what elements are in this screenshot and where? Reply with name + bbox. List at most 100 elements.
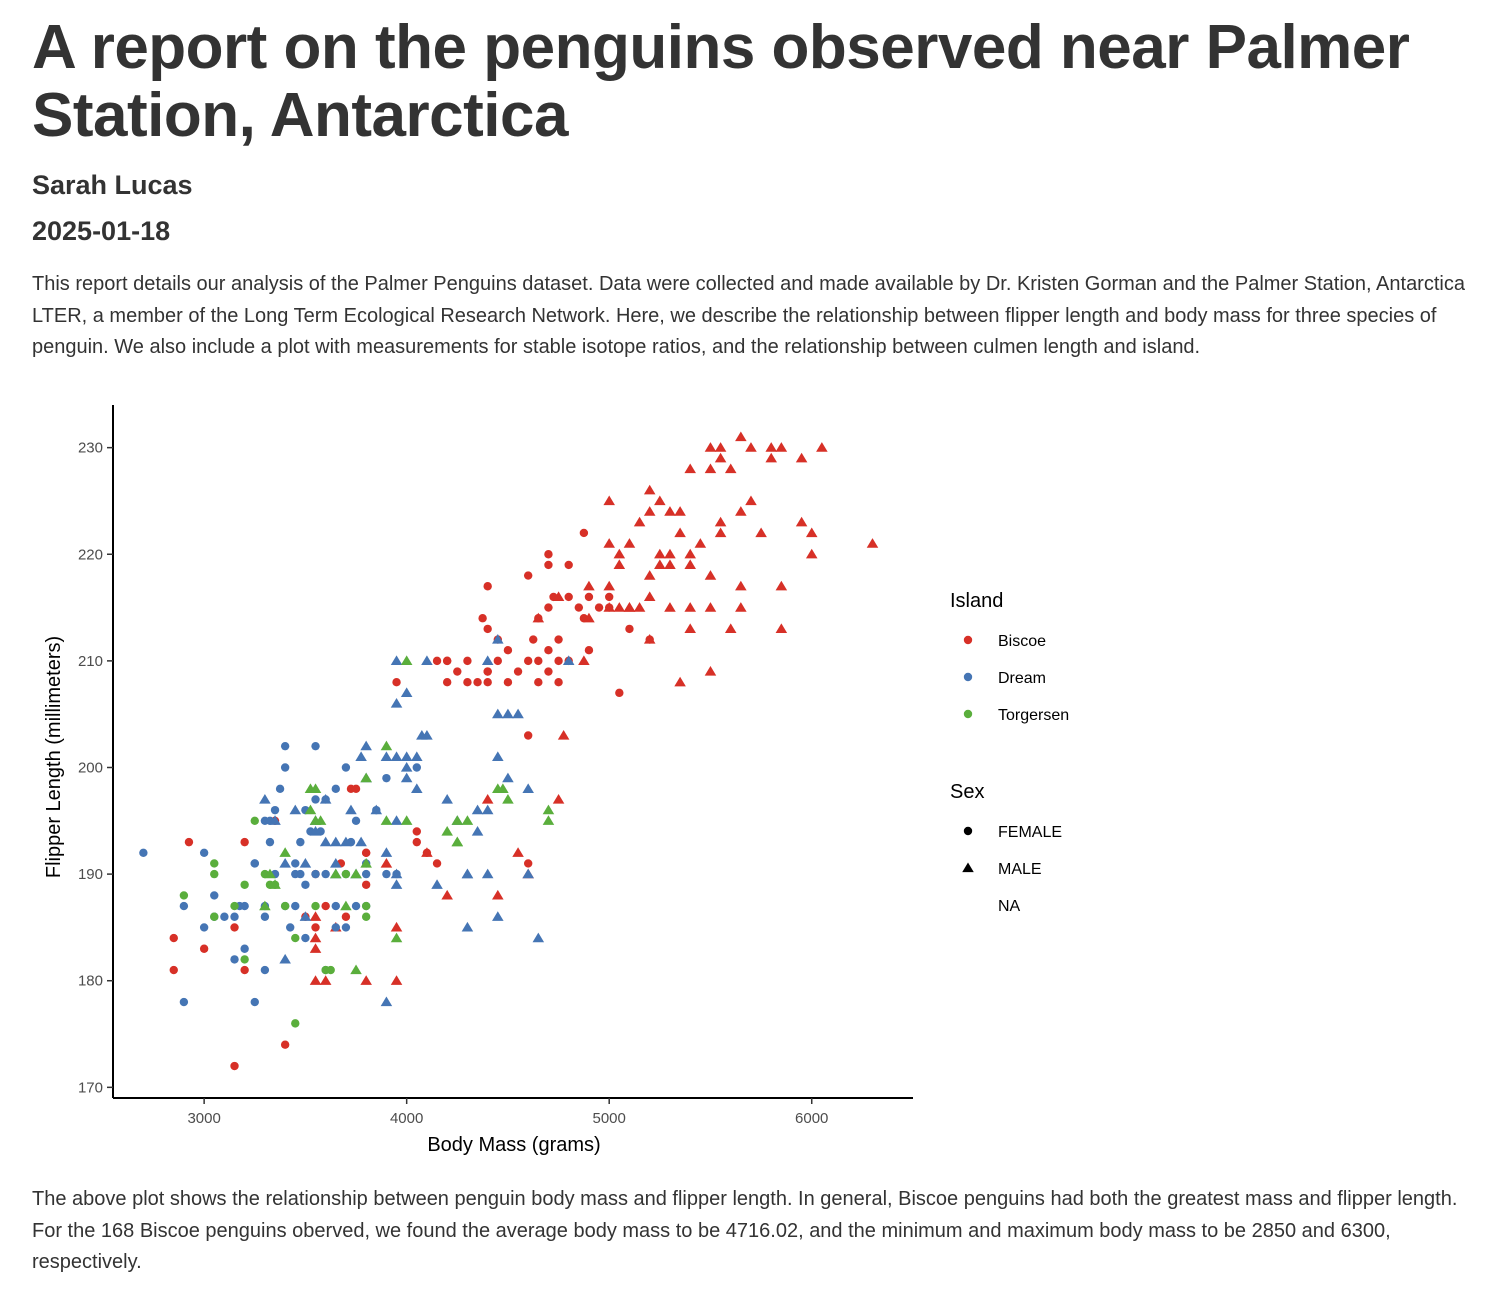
point-dream-female [341, 923, 351, 932]
point-biscoe-male [765, 452, 778, 463]
point-biscoe-female [432, 859, 442, 868]
point-biscoe-male [319, 975, 332, 985]
point-biscoe-male [704, 666, 717, 676]
point-dream-male [299, 857, 312, 868]
intro-paragraph: This report details our analysis of the … [32, 273, 1465, 358]
point-biscoe-female [523, 571, 533, 580]
point-biscoe-female [544, 560, 553, 570]
point-dream-male [461, 921, 474, 932]
point-torgersen-male [264, 868, 276, 879]
point-biscoe-female [321, 901, 330, 911]
point-torgersen-male [330, 868, 342, 879]
legend-label: Dream [998, 670, 1046, 687]
point-biscoe-male [775, 580, 788, 591]
point-biscoe-female [534, 656, 543, 666]
point-torgersen-male [350, 964, 362, 975]
point-biscoe-male [704, 602, 717, 612]
point-biscoe-male [684, 602, 696, 612]
point-dream-male [562, 655, 575, 666]
point-biscoe-male [309, 911, 322, 921]
point-biscoe-female [564, 592, 573, 602]
point-dream-female [311, 795, 320, 804]
point-torgersen-male [360, 772, 372, 783]
point-biscoe-female [478, 614, 487, 623]
point-dream-female [210, 891, 219, 900]
point-biscoe-male [643, 591, 656, 602]
point-biscoe-female [574, 603, 584, 612]
point-biscoe-male [421, 847, 433, 857]
point-biscoe-female [493, 656, 503, 666]
point-dream-male [279, 953, 291, 964]
point-dream-male [400, 751, 413, 761]
legend-key-torgersen [963, 709, 973, 719]
point-biscoe-male [704, 463, 717, 474]
point-biscoe-male [643, 484, 656, 495]
point-dream-male [441, 793, 453, 804]
point-biscoe-male [623, 602, 636, 612]
point-dream-male [492, 708, 504, 719]
point-biscoe-female [169, 933, 178, 943]
point-biscoe-female [625, 624, 634, 634]
point-biscoe-male [724, 623, 737, 634]
point-dream-male [512, 708, 524, 719]
point-dream-female [179, 901, 189, 911]
point-dream-male [380, 996, 393, 1007]
point-torgersen-female [179, 891, 189, 900]
point-torgersen-female [291, 1019, 300, 1028]
point-dream-male [380, 847, 393, 857]
point-biscoe-male [805, 527, 818, 538]
y-tick-label: 220 [78, 546, 103, 563]
point-biscoe-female [412, 837, 421, 847]
point-biscoe-male [360, 975, 372, 985]
point-biscoe-female [442, 656, 452, 666]
point-dream-female [139, 848, 148, 857]
plot-axes: 3000 4000 5000 6000 170 180 190 200 210 220 230 [78, 405, 913, 1127]
point-dream-male [360, 740, 372, 751]
point-biscoe-male [309, 943, 322, 953]
point-biscoe-female [483, 678, 492, 687]
legend-key-biscoe [963, 635, 973, 645]
point-torgersen-female [240, 955, 249, 964]
point-torgersen-female [210, 869, 219, 879]
legend-key-dream [963, 672, 973, 682]
point-dream-female [260, 965, 270, 975]
point-torgersen-female [321, 965, 330, 975]
point-biscoe-female [483, 582, 492, 591]
point-dream-female [286, 923, 295, 932]
point-biscoe-male [481, 793, 494, 804]
point-biscoe-male [674, 506, 686, 516]
y-tick-label: 190 [78, 866, 103, 883]
legend: Island Biscoe Dream Torgersen Sex FEMALE MALE N… [950, 590, 1069, 915]
point-dream-male [355, 836, 367, 847]
point-biscoe-male [745, 495, 757, 506]
point-dream-female [230, 912, 239, 921]
point-torgersen-male [502, 793, 514, 804]
x-tick-label: 6000 [795, 1110, 828, 1127]
point-biscoe-female [615, 688, 624, 698]
point-biscoe-male [557, 730, 570, 740]
point-biscoe-male [441, 889, 453, 900]
point-dream-female [412, 763, 421, 772]
point-biscoe-female [523, 656, 533, 666]
point-biscoe-female [544, 603, 553, 612]
point-biscoe-male [552, 591, 565, 602]
point-torgersen-male [451, 815, 464, 825]
legend-label: MALE [998, 861, 1042, 878]
point-biscoe-female [463, 678, 472, 687]
point-biscoe-male [704, 442, 717, 452]
point-biscoe-male [714, 527, 727, 538]
point-biscoe-male [775, 623, 788, 634]
point-torgersen-male [451, 836, 464, 847]
point-dream-male [355, 751, 367, 761]
point-dream-male [299, 911, 312, 921]
point-biscoe-male [603, 580, 615, 591]
point-biscoe-female [432, 656, 442, 666]
point-biscoe-male [714, 516, 727, 527]
point-torgersen-female [291, 933, 300, 943]
point-dream-male [390, 868, 403, 879]
point-biscoe-female [412, 827, 421, 836]
point-dream-male [492, 634, 504, 644]
point-biscoe-female [240, 965, 249, 975]
point-biscoe-female [579, 528, 589, 538]
point-dream-female [361, 869, 371, 879]
